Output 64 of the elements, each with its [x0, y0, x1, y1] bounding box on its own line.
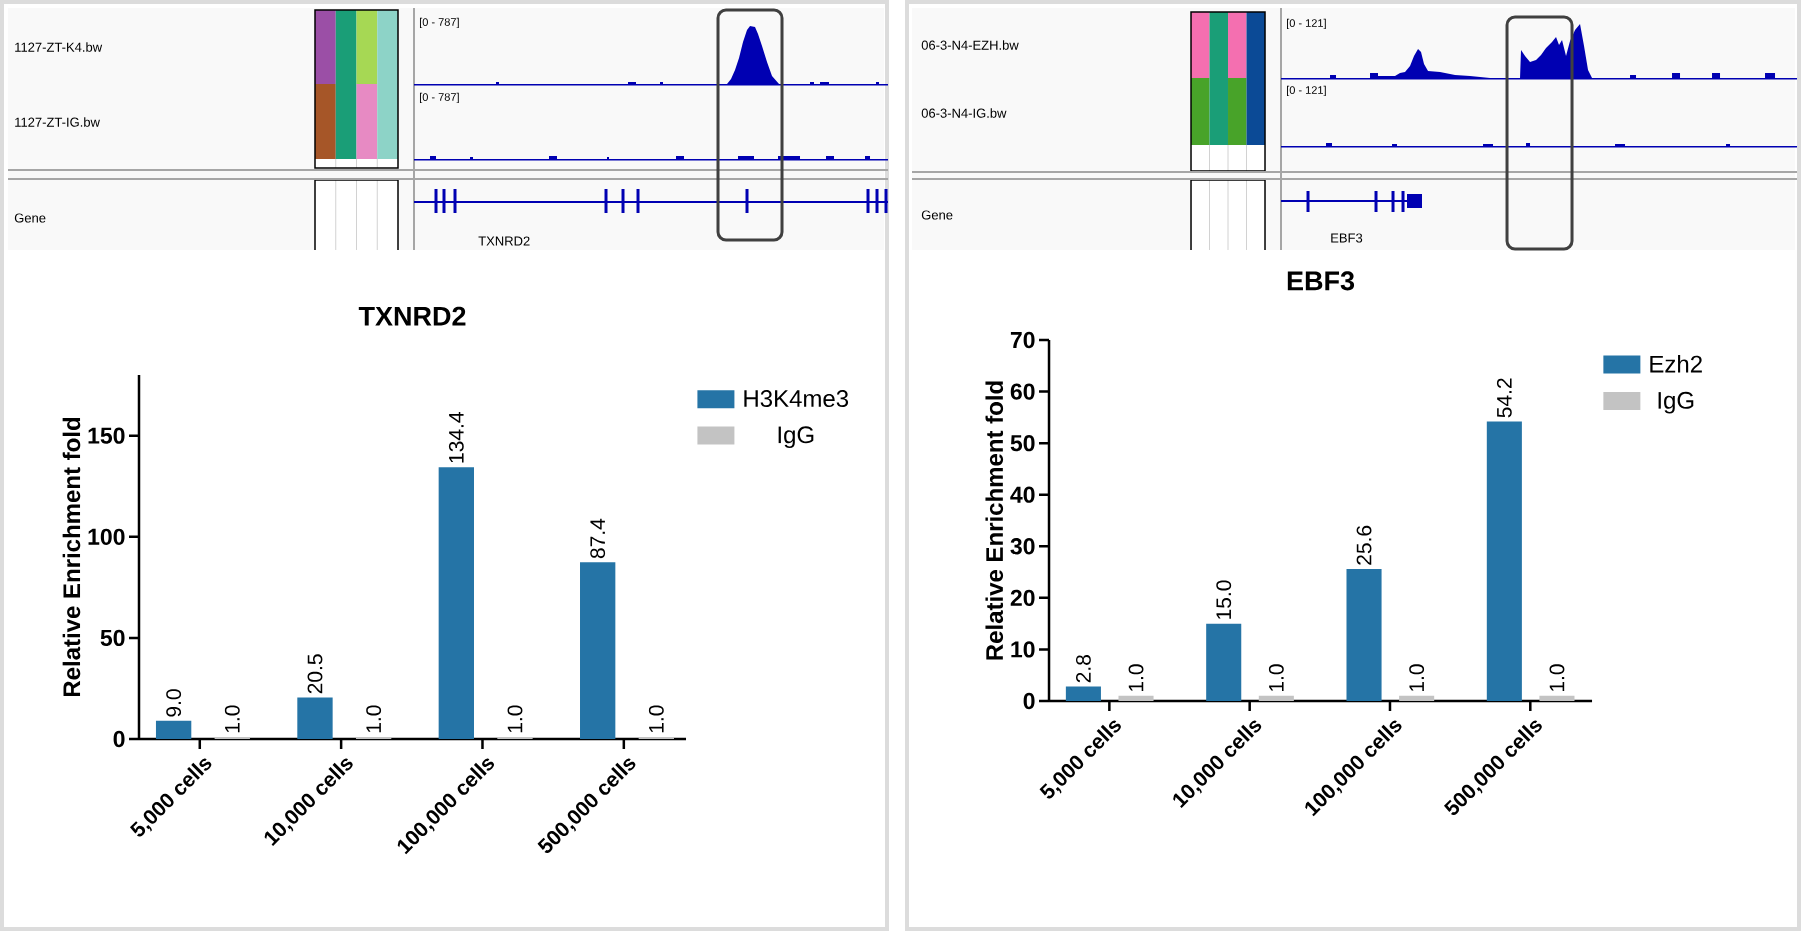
data-label: 1.0	[366, 705, 382, 733]
y-tick-label: 0	[1023, 692, 1035, 710]
y-axis-title: Relative Enrichment fold	[62, 417, 81, 697]
text: 06-3-N4-IG.bw	[921, 108, 1007, 118]
y-tick-label: 100	[88, 528, 125, 545]
y-tick-label: 40	[1010, 486, 1035, 503]
bar	[580, 562, 616, 739]
data-label: 25.6	[1356, 525, 1372, 565]
bar	[1206, 623, 1242, 701]
data-label: 1.0	[507, 705, 523, 733]
y-tick-label: 50	[1010, 434, 1035, 452]
text: Gene	[14, 213, 46, 223]
bar	[1258, 695, 1294, 701]
bar	[214, 736, 250, 739]
bar	[155, 720, 192, 739]
bar	[638, 736, 674, 739]
y-tick-label: 50	[100, 629, 125, 647]
y-axis-title: Relative Enrichment fold	[985, 381, 1004, 660]
data-label: 2.8	[1075, 655, 1091, 683]
bar	[497, 736, 533, 739]
y-tick-label: 10	[1011, 641, 1035, 658]
text: Gene	[921, 210, 953, 220]
text: [0 - 787]	[419, 17, 459, 29]
data-label: 87.4	[590, 518, 606, 559]
bar	[1399, 695, 1435, 701]
bar	[438, 467, 474, 739]
y-tick-label: 30	[1010, 538, 1035, 555]
data-label: 1.0	[224, 705, 240, 733]
data-label: 54.2	[1496, 378, 1512, 418]
chart-title: TXNRD2	[358, 306, 466, 326]
bar	[297, 697, 333, 739]
bar	[1118, 695, 1154, 701]
y-tick-label: 70	[1010, 331, 1035, 349]
data-label: 9.0	[166, 689, 182, 717]
text: 1127-ZT-K4.bw	[15, 42, 103, 52]
legend-label: IgG	[1658, 391, 1694, 414]
y-tick-label: 60	[1010, 383, 1035, 400]
text: [0 - 121]	[1287, 85, 1326, 97]
bar	[1346, 568, 1382, 701]
legend-label: IgG	[778, 426, 814, 449]
legend-label: H3K4me3	[744, 390, 849, 408]
text: [0 - 787]	[419, 92, 459, 104]
text: 06-3-N4-EZH.bw	[921, 40, 1019, 50]
text: 1127-ZT-IG.bw	[15, 117, 100, 127]
y-tick-label: 20	[1010, 589, 1035, 606]
bar	[1486, 421, 1522, 701]
text: EBF3	[1331, 233, 1363, 243]
y-tick-label: 0	[113, 730, 125, 748]
data-label: 1.0	[648, 705, 664, 733]
y-tick-label: 150	[88, 427, 125, 444]
text: [0 - 121]	[1287, 18, 1326, 30]
text: TXNRD2	[478, 236, 530, 246]
bar	[1065, 686, 1101, 701]
data-label: 1.0	[1409, 664, 1425, 692]
bar	[1539, 695, 1575, 701]
data-label: 134.4	[448, 412, 464, 463]
chart-title: EBF3	[1287, 271, 1355, 291]
bar	[355, 736, 392, 739]
data-label: 1.0	[1268, 664, 1284, 692]
data-label: 15.0	[1216, 580, 1232, 619]
data-label: 1.0	[1549, 664, 1565, 692]
data-label: 1.0	[1128, 664, 1144, 692]
legend-label: Ezh2	[1650, 355, 1702, 373]
data-label: 20.5	[307, 654, 323, 694]
